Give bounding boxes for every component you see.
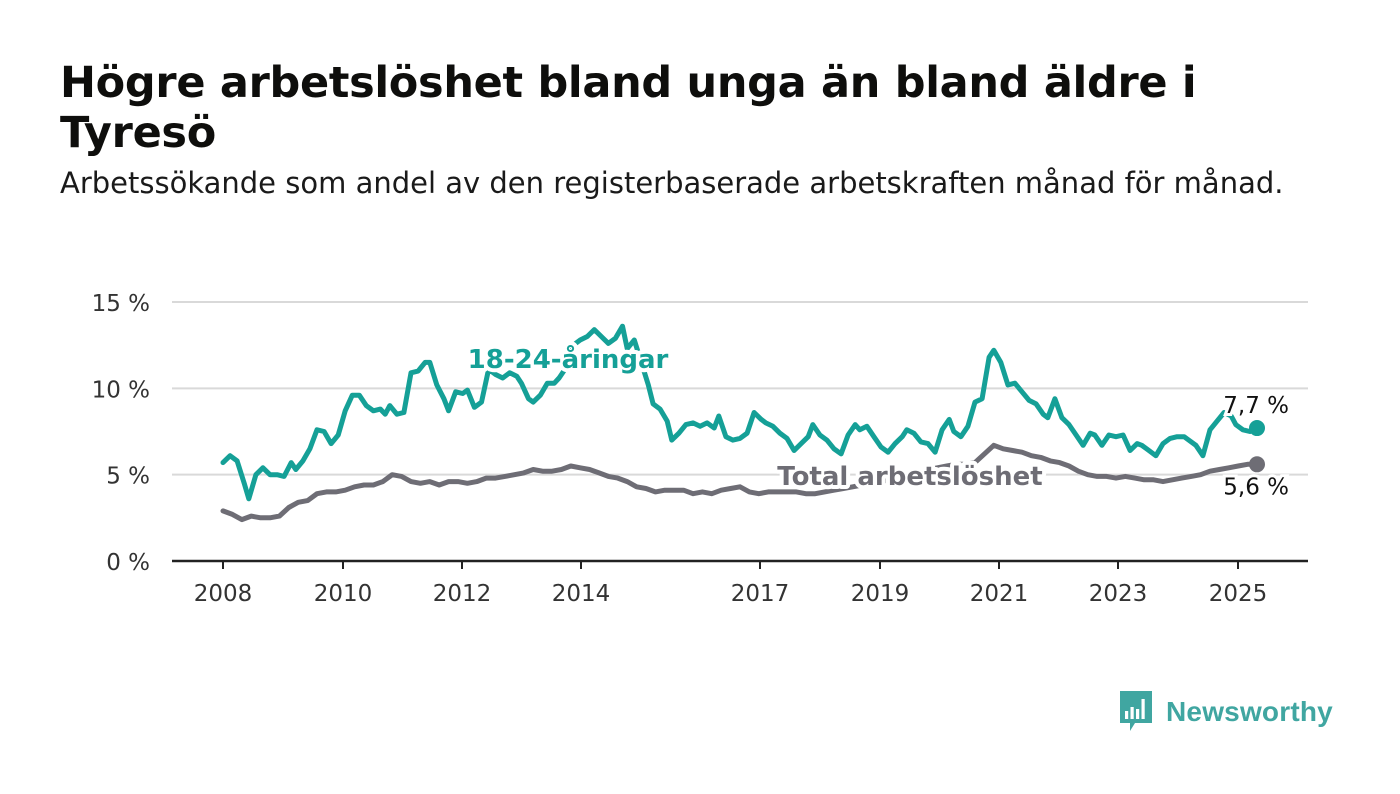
x-tick-label: 2014 xyxy=(552,581,611,607)
x-tick-label: 2023 xyxy=(1089,581,1148,607)
end-point-youth xyxy=(1249,420,1265,437)
chart-title: Högre arbetslöshet bland unga än bland ä… xyxy=(60,58,1197,158)
y-axis: 0 % 5 % 10 % 15 % xyxy=(92,291,1308,576)
bar-chart-speech-bubble-icon xyxy=(1120,691,1152,731)
end-label-youth: 7,7 % xyxy=(1223,393,1289,419)
y-tick-label: 15 % xyxy=(92,291,150,317)
series-line-youth xyxy=(220,323,1260,502)
series-lines xyxy=(220,323,1260,523)
series-line-total xyxy=(220,442,1260,523)
brand-name: Newsworthy xyxy=(1166,696,1333,727)
series-labels: 18-24-åringar Total arbetslöshet 7,7 % 5,6 … xyxy=(464,339,1292,503)
x-tick-label: 2021 xyxy=(970,581,1029,607)
x-tick-label: 2025 xyxy=(1209,581,1268,607)
end-point-total xyxy=(1249,456,1265,473)
x-tick-label: 2008 xyxy=(194,581,253,607)
x-axis: 2008 2010 2012 2014 2017 2019 2021 2023 2025 xyxy=(194,561,1268,607)
y-tick-label: 10 % xyxy=(92,377,150,403)
x-tick-label: 2017 xyxy=(731,581,790,607)
y-tick-label: 5 % xyxy=(106,464,150,490)
chart-subtitle: Arbetssökande som andel av den registerb… xyxy=(60,166,1284,200)
x-tick-label: 2010 xyxy=(314,581,373,607)
x-tick-label: 2012 xyxy=(433,581,492,607)
end-label-total: 5,6 % xyxy=(1223,474,1289,500)
grid-lines xyxy=(172,301,1308,476)
x-tick-label: 2019 xyxy=(851,581,910,607)
brand-logo: Newsworthy xyxy=(1118,690,1333,734)
y-tick-label: 0 % xyxy=(106,550,150,576)
series-label-youth: 18-24-åringar xyxy=(468,343,669,375)
series-label-total: Total arbetslöshet xyxy=(777,462,1042,492)
